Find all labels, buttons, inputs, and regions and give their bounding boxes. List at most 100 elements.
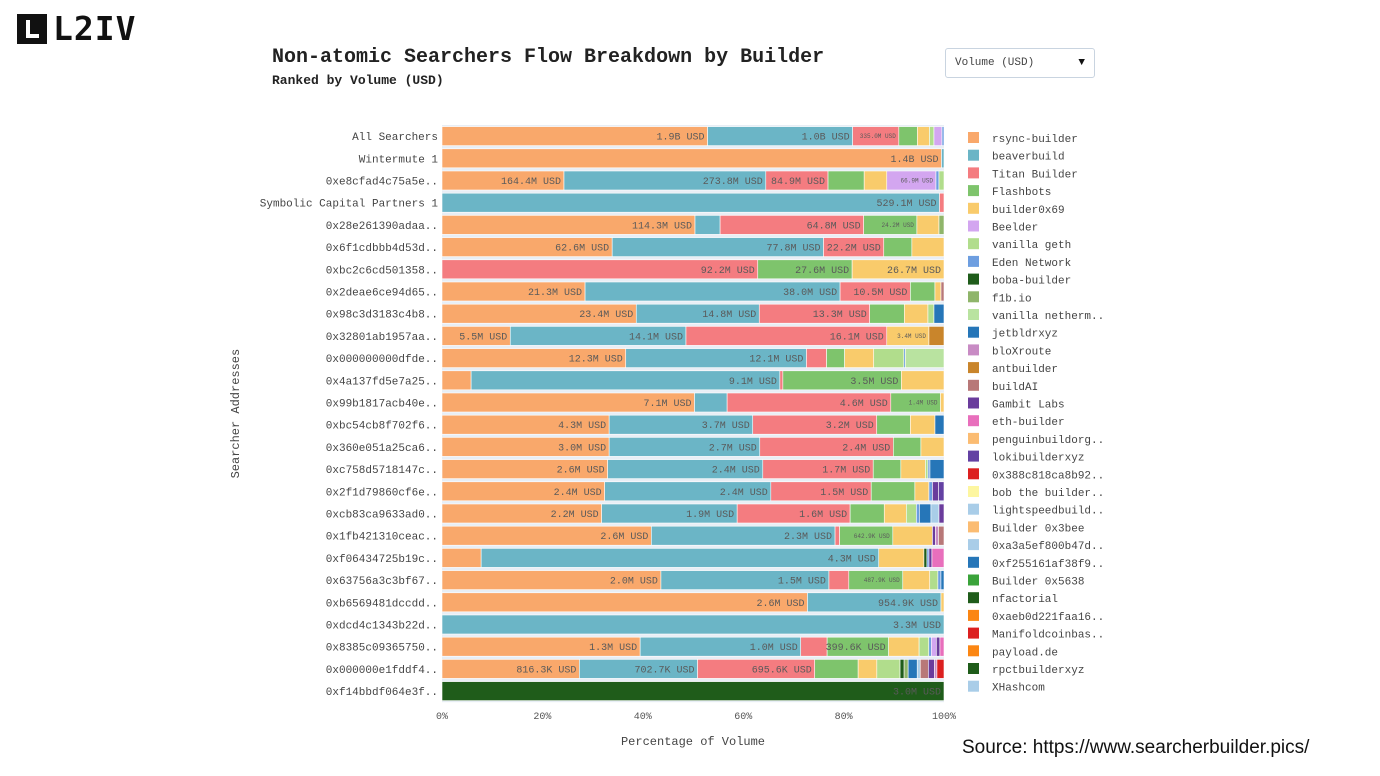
legend-item[interactable]: lightspeedbuild.. <box>968 503 1104 518</box>
bar-segment[interactable] <box>929 126 935 146</box>
bar-segment[interactable] <box>916 659 921 679</box>
bar-segment[interactable] <box>932 481 939 502</box>
legend-item[interactable]: 0xa3a5ef800b47d.. <box>968 539 1104 553</box>
bar-segment[interactable] <box>917 126 930 146</box>
legend-item[interactable]: Builder 0x5638 <box>968 574 1084 589</box>
bar-segment[interactable] <box>806 348 827 368</box>
bar-segment[interactable] <box>441 370 472 391</box>
bar-segment[interactable] <box>928 659 935 679</box>
bar-segment[interactable] <box>939 636 945 657</box>
bar-segment[interactable] <box>892 525 933 546</box>
bar-segment[interactable] <box>934 659 938 679</box>
bar-segment[interactable] <box>834 525 840 546</box>
legend-item[interactable]: 0xaeb0d221faa16.. <box>968 609 1104 624</box>
bar-segment[interactable] <box>940 570 945 590</box>
bar-segment[interactable] <box>941 126 945 146</box>
bar-segment[interactable] <box>926 548 930 568</box>
bar-segment[interactable] <box>844 348 875 368</box>
bar-segment[interactable] <box>828 570 850 590</box>
bar-segment[interactable] <box>931 548 945 568</box>
bar-segment[interactable] <box>899 659 905 679</box>
bar-segment[interactable] <box>876 414 911 435</box>
bar-segment[interactable] <box>907 659 918 679</box>
bar-segment[interactable] <box>906 503 917 524</box>
legend-item[interactable]: boba-builder <box>968 273 1071 288</box>
legend-item[interactable]: builder0x69 <box>968 202 1065 217</box>
bar-segment[interactable] <box>851 259 945 280</box>
legend-item[interactable]: penguinbuildorg.. <box>968 432 1104 447</box>
bar-segment[interactable] <box>857 659 878 679</box>
legend-item[interactable]: 0x388c818ca8b92.. <box>968 468 1104 482</box>
bar-segment[interactable] <box>938 170 945 191</box>
bar-segment[interactable] <box>870 481 916 502</box>
bar-segment[interactable] <box>863 170 888 191</box>
bar-segment[interactable] <box>910 281 936 302</box>
legend-item[interactable]: vanilla netherm.. <box>968 309 1104 323</box>
bar-segment[interactable] <box>933 126 943 146</box>
legend-item[interactable]: payload.de <box>968 645 1058 659</box>
bar-segment[interactable] <box>849 503 885 524</box>
bar-segment[interactable] <box>933 303 945 324</box>
bar-segment[interactable] <box>883 503 907 524</box>
bar-segment[interactable] <box>930 636 937 657</box>
bar-segment[interactable] <box>892 437 922 457</box>
legend-item[interactable]: Builder 0x3bee <box>968 521 1084 535</box>
bar-segment[interactable] <box>883 237 913 257</box>
bar-segment[interactable] <box>800 636 828 657</box>
bar-segment[interactable] <box>932 525 936 546</box>
bar-segment[interactable] <box>441 592 808 613</box>
bar-segment[interactable] <box>928 548 933 568</box>
legend-item[interactable]: antbuilder <box>968 362 1058 376</box>
bar-segment[interactable] <box>914 481 930 502</box>
bar-segment[interactable] <box>916 215 940 235</box>
legend-item[interactable]: bloXroute <box>968 344 1051 358</box>
legend-item[interactable]: jetbldrxyz <box>968 326 1058 341</box>
bar-segment[interactable] <box>920 437 945 457</box>
bar-segment[interactable] <box>936 636 941 657</box>
bar-segment[interactable] <box>814 659 859 679</box>
legend-item[interactable]: Manifoldcoinbas.. <box>968 627 1104 642</box>
legend-item[interactable]: buildAI <box>968 379 1038 394</box>
bar-segment[interactable] <box>934 281 942 302</box>
bar-segment[interactable] <box>938 525 945 546</box>
bar-segment[interactable] <box>916 503 920 524</box>
bar-segment[interactable] <box>928 636 932 657</box>
legend-item[interactable]: beaverbuild <box>968 149 1065 164</box>
bar-segment[interactable] <box>826 348 845 368</box>
bar-segment[interactable] <box>903 659 909 679</box>
bar-segment[interactable] <box>873 348 905 368</box>
bar-segment[interactable] <box>872 459 902 479</box>
bar-segment[interactable] <box>441 192 940 213</box>
bar-segment[interactable] <box>904 303 929 324</box>
bar-segment[interactable] <box>694 215 721 235</box>
bar-segment[interactable] <box>441 614 945 635</box>
legend-item[interactable]: Titan Builder <box>968 167 1078 181</box>
legend-item[interactable]: eth-builder <box>968 415 1065 429</box>
legend-item[interactable]: rpctbuilderxyz <box>968 663 1084 677</box>
bar-segment[interactable] <box>441 548 482 568</box>
bar-segment[interactable] <box>876 659 901 679</box>
bar-segment[interactable] <box>694 392 728 413</box>
metric-select[interactable]: Volume (USD) ▼ <box>945 48 1095 78</box>
bar-segment[interactable] <box>902 570 931 590</box>
bar-segment[interactable] <box>938 503 945 524</box>
bar-segment[interactable] <box>901 370 945 391</box>
legend-item[interactable]: Beelder <box>968 220 1038 235</box>
bar-segment[interactable] <box>928 326 945 346</box>
bar-segment[interactable] <box>441 681 945 701</box>
legend-item[interactable]: f1b.io <box>968 291 1032 305</box>
bar-segment[interactable] <box>940 281 945 302</box>
bar-segment[interactable] <box>925 459 929 479</box>
bar-segment[interactable] <box>929 570 939 590</box>
legend-item[interactable]: bob the builder.. <box>968 486 1104 500</box>
bar-segment[interactable] <box>935 170 940 191</box>
bar-segment[interactable] <box>900 459 926 479</box>
bar-segment[interactable] <box>911 237 945 257</box>
bar-segment[interactable] <box>927 459 931 479</box>
bar-segment[interactable] <box>939 192 945 213</box>
legend-item[interactable]: Flashbots <box>968 185 1051 199</box>
legend-item[interactable]: Gambit Labs <box>968 397 1065 412</box>
bar-segment[interactable] <box>940 592 945 613</box>
bar-segment[interactable] <box>779 370 784 391</box>
bar-segment[interactable] <box>936 659 945 679</box>
